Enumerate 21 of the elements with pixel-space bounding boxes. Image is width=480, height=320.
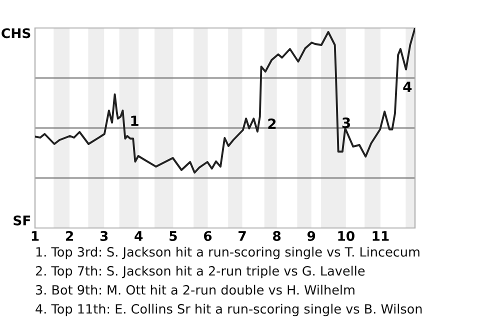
text: CHS [2, 28, 30, 38]
text: 1. Top 3rd: S. Jackson hit a run-scoring single vs T. Lincecum [36, 246, 420, 260]
text: 2. Top 7th: S. Jackson hit a 2-run triple vs G. Lavelle [36, 266, 365, 278]
x-tick-label: 5 [170, 231, 177, 241]
text: 4. Top 11th: E. Collins Sr hit a run-scoring single vs B. Wilson [36, 304, 422, 316]
annotation: 4 [403, 82, 412, 92]
annotation: 2 [268, 118, 276, 129]
x-tick-label: 7 [238, 231, 246, 241]
x-tick-label: 1 [32, 231, 39, 241]
x-tick-label: 6 [204, 231, 212, 241]
annotation: 1 [131, 116, 138, 126]
text: 3. Bot 9th: M. Ott hit a 2-run double vs H. Wilhelm [36, 284, 354, 295]
text: SF [14, 215, 30, 226]
x-tick-label: 3 [100, 231, 108, 241]
annotation: 3 [342, 118, 350, 128]
x-tick-label: 8 [273, 231, 281, 241]
x-tick-label: 10 [338, 231, 354, 241]
x-tick-label: 11 [372, 231, 389, 241]
x-tick-label: 2 [66, 231, 73, 241]
x-tick-label: 9 [307, 231, 316, 241]
x-tick-label: 4 [134, 231, 143, 241]
